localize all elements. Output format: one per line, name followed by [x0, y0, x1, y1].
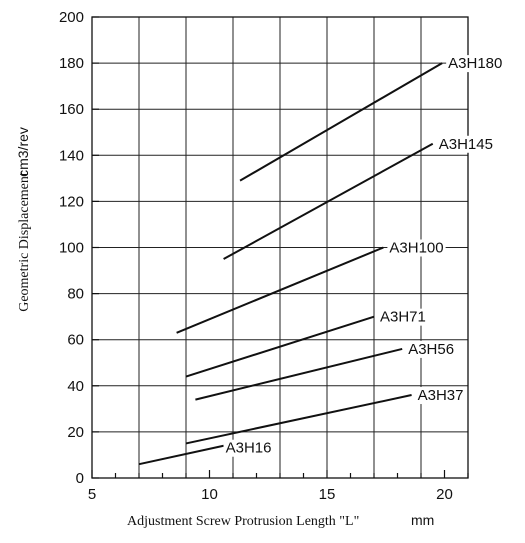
series-label-background: [378, 308, 428, 326]
series-label-a3h100: A3H100: [389, 240, 443, 257]
series-label-background: [223, 439, 274, 457]
series-line-a3h145: [223, 142, 434, 260]
series-label-background: [436, 135, 495, 153]
series-label-a3h71: A3H71: [380, 309, 426, 326]
y-tick-label: 60: [67, 332, 84, 349]
y-tick-label: 160: [59, 101, 84, 118]
series-label-a3h145: A3H145: [439, 136, 493, 153]
series-line-a3h37: [185, 394, 412, 445]
series-label-background: [406, 340, 457, 358]
series-label-a3h180: A3H180: [448, 55, 502, 72]
x-tick-label: 5: [88, 486, 96, 503]
y-tick-label: 40: [67, 378, 84, 395]
y-tick-label: 140: [59, 147, 84, 164]
series-label-background: [446, 55, 505, 73]
x-axis-title: Adjustment Screw Protrusion Length "L": [127, 514, 359, 529]
y-axis-title-group: Geometric Displacement: [17, 172, 32, 312]
y-axis-unit-group: cm3/rev: [15, 127, 31, 177]
x-tick-label: 20: [436, 486, 453, 503]
series-line-a3h100: [176, 246, 384, 334]
series-line-a3h56: [195, 347, 403, 401]
y-tick-label: 200: [59, 9, 84, 26]
y-tick-label: 0: [76, 470, 84, 487]
y-tick-label: 20: [67, 424, 84, 441]
x-tick-label: 15: [319, 486, 336, 503]
series-label-a3h56: A3H56: [408, 341, 454, 358]
series-label-a3h37: A3H37: [418, 387, 464, 404]
series-label-a3h16: A3H16: [226, 440, 272, 457]
y-tick-label: 80: [67, 286, 84, 303]
series-label-background: [415, 387, 466, 405]
axes: 0 20 40 60 80 100 120 140 160 180 200 5 10 15 20: [59, 9, 469, 503]
series-line-a3h180: [239, 62, 443, 182]
y-tick-label: 180: [59, 55, 84, 72]
series-lines: [138, 62, 443, 466]
x-tick-label: 10: [201, 486, 218, 503]
series-line-a3h16: [138, 444, 224, 466]
series-labels: A3H180 A3H145 A3H100 A3H71 A3H56 A3H37 A3H16: [223, 55, 505, 457]
y-tick-label: 100: [59, 240, 84, 257]
series-line-a3h71: [185, 315, 375, 378]
y-axis-unit: cm3/rev: [15, 127, 31, 177]
grid-lines: [92, 17, 468, 478]
x-axis-unit: mm: [411, 512, 434, 528]
y-tick-label: 120: [59, 193, 84, 210]
y-axis-title: Geometric Displacement: [17, 172, 32, 312]
series-label-background: [387, 239, 446, 257]
